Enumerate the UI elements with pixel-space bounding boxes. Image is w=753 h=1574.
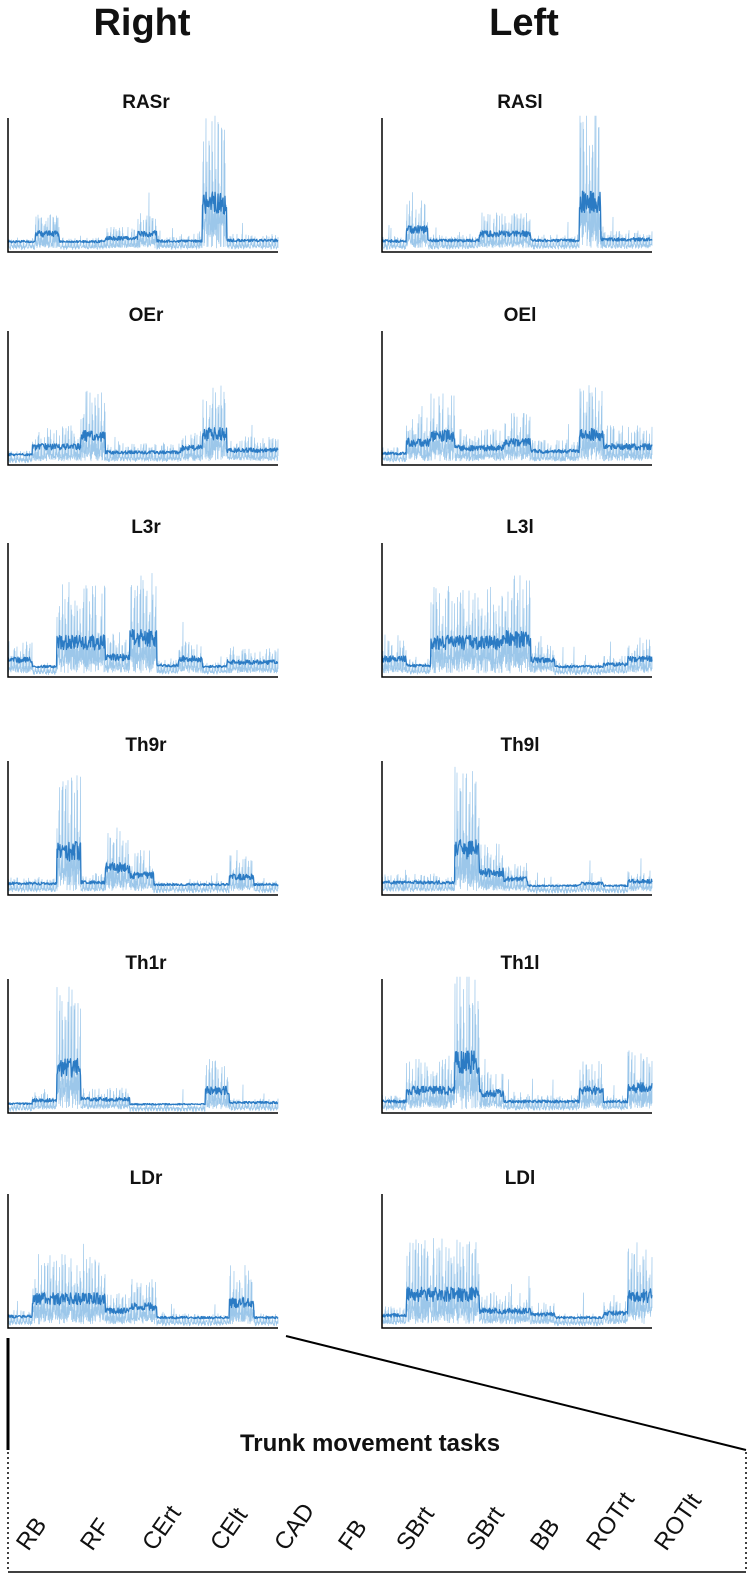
panel-title: LDr: [129, 1168, 163, 1189]
emg-plot: [381, 976, 653, 1114]
emg-plot: [7, 1194, 279, 1329]
emg-trace-series: [381, 1286, 653, 1320]
emg-trace-envelope: [381, 575, 653, 676]
emg-trace-series: [381, 427, 653, 456]
task-axis-title: Trunk movement tasks: [239, 1430, 501, 1457]
panel-title: Th1l: [500, 953, 540, 974]
emg-plot: [7, 331, 279, 466]
emg-trace-series: [381, 630, 653, 669]
panel-title: Th9l: [500, 735, 540, 756]
task-label: FB: [333, 1514, 373, 1556]
plot-axes: [7, 761, 278, 896]
emg-panel-rasl: RASl: [380, 92, 660, 262]
column-header-left: Left: [489, 2, 559, 44]
task-label: CElt: [205, 1502, 254, 1556]
emg-trace-series: [7, 427, 279, 457]
panel-title: L3l: [506, 517, 534, 538]
plot-axes: [7, 1194, 278, 1329]
task-label: ROTrt: [581, 1487, 641, 1556]
emg-plot: [381, 115, 653, 253]
emg-panel-th1r: Th1r: [6, 953, 286, 1123]
emg-trace-envelope: [7, 775, 279, 894]
emg-panel-l3l: L3l: [380, 517, 660, 687]
emg-trace-series: [381, 190, 653, 243]
emg-panel-ldr: LDr: [6, 1168, 286, 1338]
plot-axes: [7, 331, 278, 466]
emg-trace-series: [7, 1292, 279, 1320]
emg-trace-series: [7, 841, 279, 887]
panel-title: Th9r: [125, 735, 167, 756]
panel-title: Th1r: [125, 953, 167, 974]
plot-axes: [381, 118, 652, 253]
plot-axes: [381, 761, 652, 896]
plot-axes: [381, 543, 652, 678]
emg-plot: [381, 331, 653, 466]
plot-axes: [381, 979, 652, 1114]
emg-plot: [7, 761, 279, 896]
panel-title: OEr: [128, 305, 164, 326]
emg-trace-series: [381, 1050, 653, 1104]
emg-trace-envelope: [7, 572, 279, 676]
emg-trace-envelope: [381, 115, 653, 250]
emg-panel-th9l: Th9l: [380, 735, 660, 905]
emg-plot: [7, 979, 279, 1114]
task-label: BB: [525, 1513, 566, 1556]
plot-axes: [7, 543, 278, 678]
emg-trace-envelope: [7, 986, 279, 1112]
panel-title: RASl: [497, 92, 543, 113]
emg-plot: [381, 761, 653, 896]
panel-title: LDl: [504, 1168, 536, 1189]
emg-panel-oel: OEl: [380, 305, 660, 475]
emg-trace-series: [7, 1057, 279, 1106]
plot-axes: [381, 331, 652, 466]
task-label: ROTlt: [649, 1488, 708, 1556]
emg-panel-l3r: L3r: [6, 517, 286, 687]
panel-title: L3r: [131, 517, 161, 538]
emg-plot: [381, 1194, 653, 1329]
emg-plot: [7, 543, 279, 678]
column-header-right: Right: [93, 2, 191, 44]
emg-plot: [381, 543, 653, 678]
plot-axes: [7, 979, 278, 1114]
panel-title: RASr: [122, 92, 170, 113]
task-label: RF: [75, 1513, 116, 1556]
emg-plot: [7, 115, 279, 253]
plot-axes: [7, 118, 278, 253]
emg-panel-rasr: RASr: [6, 92, 286, 262]
task-label: SBrt: [391, 1501, 440, 1556]
emg-trace-envelope: [381, 766, 653, 894]
panel-title: OEl: [503, 305, 537, 326]
task-label: CErt: [137, 1500, 187, 1556]
emg-trace-envelope: [381, 385, 653, 463]
task-label: RB: [11, 1512, 53, 1556]
emg-panel-ldl: LDl: [380, 1168, 660, 1338]
emg-trace-series: [7, 628, 279, 669]
task-label: SBrt: [461, 1501, 510, 1556]
emg-trace-series: [381, 839, 653, 888]
plot-axes: [381, 1194, 652, 1329]
emg-panel-th9r: Th9r: [6, 735, 286, 905]
emg-panel-oer: OEr: [6, 305, 286, 475]
emg-panel-th1l: Th1l: [380, 953, 660, 1123]
emg-trace-envelope: [7, 1243, 279, 1327]
task-label: CAD: [269, 1498, 321, 1556]
emg-trace-envelope: [7, 115, 279, 251]
emg-trace-series: [7, 191, 279, 244]
